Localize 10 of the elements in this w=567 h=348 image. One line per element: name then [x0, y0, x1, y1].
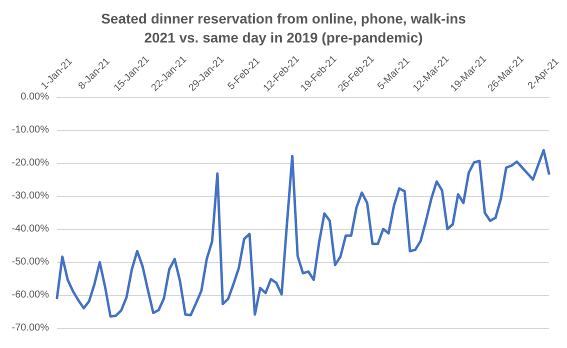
- y-tick-label: -60.00%: [12, 290, 50, 300]
- y-tick-label: 0.00%: [20, 92, 50, 102]
- y-tick-label: -50.00%: [12, 256, 50, 268]
- line-series: [56, 148, 550, 318]
- y-tick-label: -20.00%: [12, 158, 50, 168]
- y-tick-label: -40.00%: [12, 224, 50, 234]
- y-tick-label: -70.00%: [12, 322, 50, 334]
- y-tick-label: -30.00%: [12, 190, 50, 202]
- chart-title: Seated dinner reservation from online, phone, walk-ins 2021 vs. same day in 2019 (pre-pandemic): [101, 10, 466, 46]
- y-tick-label: -10.00%: [12, 124, 50, 136]
